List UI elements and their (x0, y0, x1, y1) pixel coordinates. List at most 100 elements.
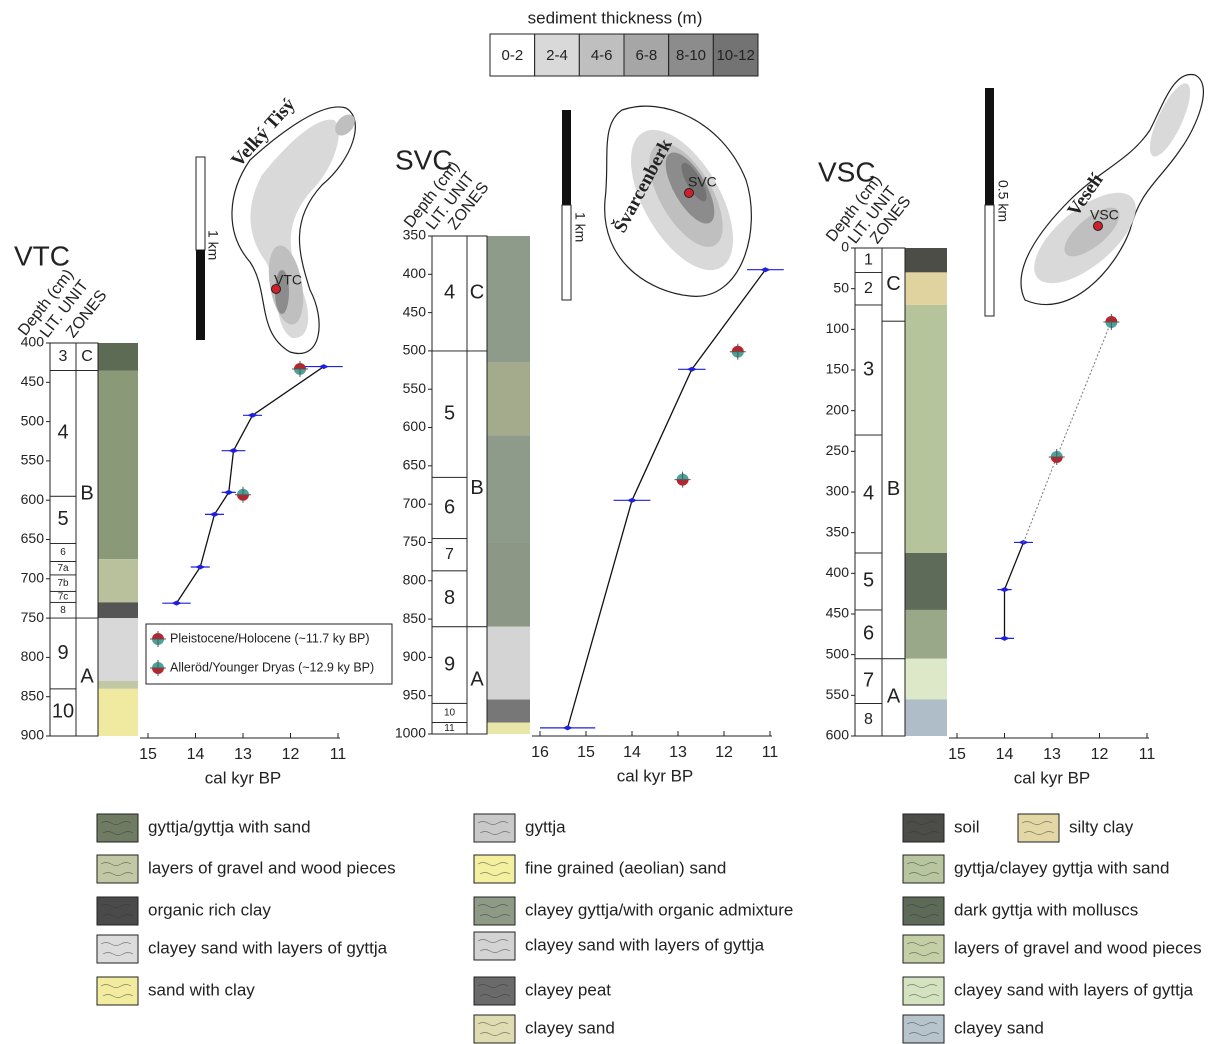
age-point (209, 511, 220, 517)
scale-label: 1 km (205, 230, 221, 260)
event-marker (292, 360, 308, 377)
age-point (318, 364, 329, 370)
zones-label: 11 (444, 723, 455, 734)
x-tick-label: 13 (234, 746, 252, 763)
zones-label: 4 (444, 282, 455, 304)
y-tick-label: 600 (403, 418, 427, 434)
thickness-swatch (712, 33, 759, 77)
age-point (999, 635, 1010, 641)
legend-swatch (902, 813, 945, 843)
lithology-layer (98, 688, 138, 736)
x-tick-label: 12 (282, 746, 300, 763)
legend-label: clayey sand with layers of gyttja (525, 935, 765, 954)
swatch-pattern (477, 1022, 511, 1036)
y-tick-label: 400 (403, 265, 427, 281)
age-point (760, 267, 771, 273)
thickness-title: sediment thickness (m) (528, 8, 703, 27)
y-tick-label: 0 (841, 239, 849, 255)
age-point (999, 587, 1010, 593)
zones-label: 4 (57, 422, 68, 444)
legend-swatch (902, 976, 945, 1006)
lithology-layer (487, 626, 530, 700)
thickness-class: 0-2 (501, 47, 523, 64)
zones-label: 6 (444, 496, 455, 518)
lithology-layer (905, 609, 947, 659)
units-label: A (470, 669, 484, 691)
thickness-class: 6-8 (635, 47, 657, 64)
thickness-class: 4-6 (591, 47, 613, 64)
age-point (223, 489, 234, 495)
y-tick-label: 400 (826, 564, 850, 580)
lithology-layer (487, 542, 530, 627)
marker-cross (292, 360, 308, 377)
units (881, 658, 906, 737)
lithology-layer (905, 553, 947, 610)
marker-cross (150, 631, 166, 647)
lithology-layer (98, 618, 138, 681)
x-tick-label: 12 (1091, 746, 1109, 763)
lithology-layer (98, 680, 138, 689)
lithology-layer (98, 559, 138, 603)
legend-swatch (473, 854, 516, 884)
zones-label: 5 (863, 570, 874, 592)
units-label: B (887, 478, 900, 500)
swatch-pattern (100, 904, 134, 918)
zones-label: 7a (57, 563, 69, 574)
legend-label: gyttja/clayey gyttja with sand (954, 858, 1169, 877)
y-tick-label: 750 (403, 533, 427, 549)
units-label: C (886, 273, 900, 295)
lithology-layer (98, 343, 138, 371)
y-tick-label: 500 (21, 412, 45, 428)
legend-swatch (902, 1014, 945, 1044)
legend-swatch (902, 896, 945, 926)
y-tick-label: 550 (21, 452, 45, 468)
thickness-swatch (489, 33, 536, 77)
y-tick-label: 750 (21, 609, 45, 625)
panel-title: SVC (395, 144, 453, 175)
y-tick-label: 400 (21, 334, 45, 350)
x-tick-label: 11 (762, 744, 779, 761)
event-marker (674, 471, 691, 488)
event-marker (1048, 449, 1065, 466)
age-point (247, 412, 258, 418)
x-tick-label: 16 (531, 744, 549, 761)
x-tick-label: 13 (1043, 746, 1061, 763)
legend-label: sand with clay (148, 980, 255, 999)
legend-swatch (96, 976, 139, 1006)
legend-label: layers of gravel and wood pieces (954, 938, 1202, 957)
zones-label: 9 (57, 642, 68, 664)
zones-label: 3 (863, 358, 874, 380)
zones-label: 7 (863, 669, 874, 691)
zones-label: 10 (52, 701, 74, 723)
legend-label: silty clay (1069, 817, 1134, 836)
x-tick-label: 11 (330, 746, 347, 763)
legend-label: clayey sand (525, 1018, 615, 1037)
legend-label: gyttja (525, 817, 566, 836)
y-tick-label: 850 (403, 610, 427, 626)
map-shapes (195, 73, 1205, 355)
y-tick-label: 500 (403, 342, 427, 358)
zones-label: 8 (864, 711, 873, 728)
panel-title: VTC (14, 240, 70, 271)
event-legend-label: Pleistocene/Holocene (~11.7 ky BP) (170, 631, 370, 645)
thickness-class: 8-10 (676, 47, 706, 64)
legend-label: clayey sand with layers of gyttja (148, 938, 388, 957)
swatch-pattern (477, 862, 511, 876)
legend-swatch (473, 813, 516, 843)
swatch-pattern (100, 942, 134, 956)
legend-label: organic rich clay (148, 900, 271, 919)
event-marker (729, 343, 746, 360)
lithology-layer (487, 435, 530, 543)
lithology-layer (905, 658, 947, 700)
lithology-layer (905, 248, 947, 273)
y-tick-label: 800 (403, 571, 427, 587)
x-tick-label: 14 (996, 746, 1014, 763)
units-label: B (470, 477, 483, 499)
swatch-pattern (906, 942, 940, 956)
x-tick-label: 14 (187, 746, 205, 763)
y-tick-label: 550 (826, 686, 850, 702)
panel-title: VSC (818, 156, 876, 187)
age-point (686, 366, 697, 372)
swatch-pattern (100, 862, 134, 876)
